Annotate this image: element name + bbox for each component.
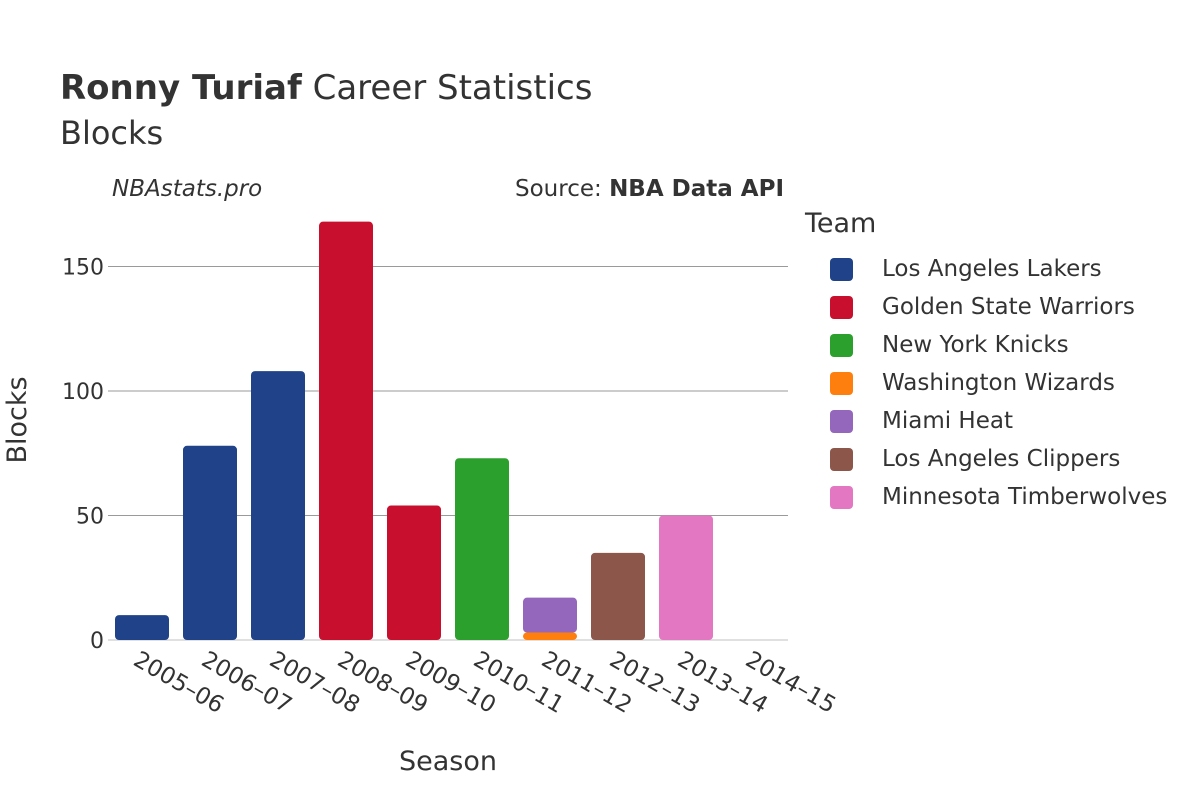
bar-2011–12-3[interactable] (523, 632, 577, 640)
source-prefix: Source: (515, 176, 610, 202)
y-tick-label: 150 (62, 256, 104, 281)
legend-swatch (830, 295, 853, 319)
bar-2005–06-0[interactable] (115, 615, 169, 640)
legend-title: Team (805, 208, 877, 239)
player-name: Ronny Turiaf (60, 68, 302, 108)
chart-subtitle: Blocks (60, 114, 164, 152)
bar-2011–12-4[interactable] (523, 597, 577, 633)
bar-2009–10-1[interactable] (387, 505, 441, 640)
legend: Los Angeles Lakers Golden State Warriors N… (830, 250, 1167, 516)
legend-label: Los Angeles Lakers (882, 256, 1102, 282)
bars (115, 221, 713, 641)
legend-label: Miami Heat (882, 408, 1013, 434)
y-axis-ticks: 0 50 100 150 (62, 256, 104, 655)
legend-label: New York Knicks (882, 332, 1069, 358)
legend-swatch (830, 257, 853, 281)
legend-swatch (830, 333, 853, 357)
y-tick-label: 50 (76, 505, 104, 530)
legend-item[interactable]: Minnesota Timberwolves (830, 478, 1167, 516)
legend-item[interactable]: Los Angeles Clippers (830, 440, 1167, 478)
legend-label: Los Angeles Clippers (882, 446, 1121, 472)
legend-swatch (830, 485, 853, 509)
bar-2012–13-5[interactable] (591, 552, 645, 640)
legend-item[interactable]: Los Angeles Lakers (830, 250, 1167, 288)
legend-swatch (830, 447, 853, 471)
x-axis-label: Season (399, 746, 497, 777)
bar-2006–07-0[interactable] (183, 445, 237, 640)
legend-item[interactable]: Golden State Warriors (830, 288, 1167, 326)
source-name: NBA Data API (609, 176, 784, 202)
brand-label: NBAstats.pro (112, 176, 263, 202)
legend-swatch (830, 371, 853, 395)
title-suffix: Career Statistics (301, 68, 593, 108)
legend-item[interactable]: Washington Wizards (830, 364, 1167, 402)
legend-item[interactable]: Miami Heat (830, 402, 1167, 440)
y-axis-label: Blocks (2, 376, 33, 463)
legend-label: Minnesota Timberwolves (882, 484, 1168, 510)
bar-2008–09-1[interactable] (319, 221, 373, 640)
bar-2013–14-6[interactable] (659, 515, 713, 641)
y-tick-label: 100 (62, 380, 104, 405)
legend-swatch (830, 409, 853, 433)
y-tick-label: 0 (90, 629, 104, 654)
legend-item[interactable]: New York Knicks (830, 326, 1167, 364)
bar-2010–11-2[interactable] (455, 458, 509, 640)
x-axis-ticks: 2005–062006–072007–082008–092009–102010–… (129, 647, 840, 719)
legend-label: Washington Wizards (882, 370, 1115, 396)
legend-label: Golden State Warriors (882, 294, 1135, 320)
bar-2007–08-0[interactable] (251, 371, 305, 640)
source-label: Source: NBA Data API (515, 176, 784, 202)
chart-title: Ronny Turiaf Career Statistics (60, 66, 592, 110)
